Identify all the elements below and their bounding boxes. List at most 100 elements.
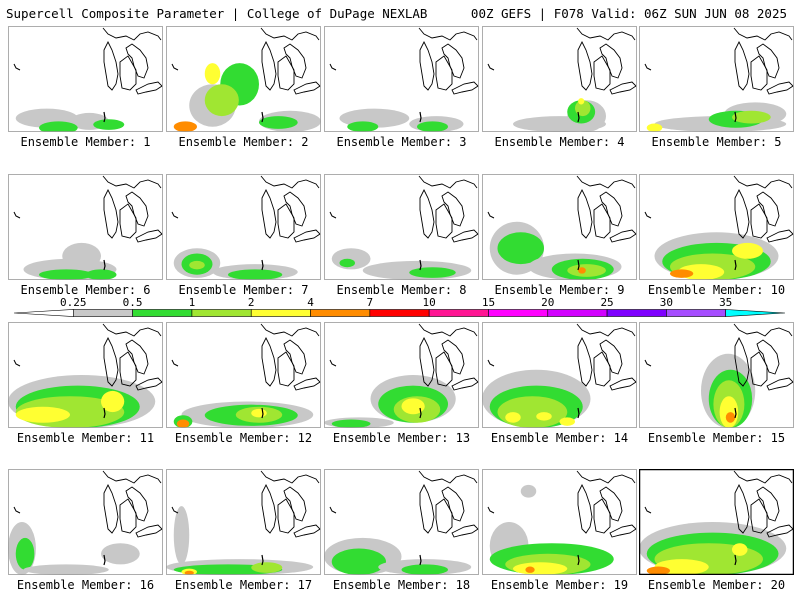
- great-lakes-outline: [260, 470, 320, 484]
- great-lakes-outline: [103, 483, 119, 534]
- scp-contour: [409, 267, 456, 278]
- great-lakes-outline: [599, 339, 623, 375]
- scp-contour: [176, 419, 190, 428]
- scp-contour: [401, 564, 448, 575]
- great-lakes-outline: [593, 55, 611, 91]
- great-lakes-outline: [577, 483, 593, 534]
- colorbar-tick-label: 15: [482, 296, 495, 309]
- scp-contour: [670, 269, 694, 278]
- member-caption: Ensemble Member: 17: [174, 578, 313, 592]
- great-lakes-outline: [119, 498, 137, 534]
- great-lakes-outline: [293, 81, 321, 95]
- scp-map: [166, 322, 321, 428]
- ensemble-member-panel: [482, 26, 637, 132]
- scp-contour: [62, 242, 101, 270]
- great-lakes-outline: [135, 229, 163, 243]
- great-lakes-outline: [261, 188, 277, 239]
- scp-contour: [732, 543, 748, 556]
- great-lakes-outline: [283, 339, 307, 375]
- scp-map: [324, 174, 479, 280]
- great-lakes-outline: [419, 188, 435, 239]
- great-lakes-outline: [277, 351, 295, 387]
- scp-contour: [251, 408, 267, 418]
- scp-contour: [189, 260, 205, 270]
- great-lakes-outline: [418, 27, 478, 41]
- colorbar: 0.25 0.5 1 2 4 7 10 15 20 25 30 35: [13, 296, 786, 317]
- ensemble-member-panel: [166, 174, 321, 280]
- scp-contour: [15, 537, 35, 570]
- colorbar-segment: [547, 309, 608, 317]
- scp-contour: [15, 406, 70, 423]
- great-lakes-outline: [261, 336, 277, 387]
- scp-contour: [173, 121, 197, 132]
- great-lakes-outline: [125, 486, 149, 522]
- scp-map: [639, 174, 794, 280]
- scp-contour: [184, 570, 194, 575]
- great-lakes-outline: [766, 229, 794, 243]
- great-lakes-outline: [419, 336, 435, 387]
- scp-contour: [559, 417, 575, 426]
- scp-contour: [331, 419, 371, 428]
- member-caption: Ensemble Member: 9: [494, 283, 625, 297]
- scp-contour: [578, 98, 585, 105]
- great-lakes-outline: [756, 339, 780, 375]
- ensemble-member-panel: [8, 26, 163, 132]
- great-lakes-outline: [577, 188, 593, 239]
- scp-contour: [497, 396, 568, 428]
- great-lakes-outline: [261, 483, 277, 534]
- great-lakes-outline: [119, 55, 137, 91]
- scp-contour: [204, 84, 239, 117]
- scp-contour: [401, 398, 425, 415]
- colorbar-segment: [132, 309, 193, 317]
- member-caption: Ensemble Member: 1: [20, 135, 151, 149]
- scp-contour: [85, 269, 117, 280]
- colorbar-tick-label: 2: [248, 296, 255, 309]
- great-lakes-outline: [766, 524, 794, 538]
- great-lakes-outline: [277, 55, 295, 91]
- colorbar-tick-label: 4: [307, 296, 314, 309]
- great-lakes-outline: [102, 323, 162, 337]
- great-lakes-outline: [135, 377, 163, 391]
- scp-contour: [339, 258, 355, 268]
- colorbar-tick-label: 7: [367, 296, 374, 309]
- great-lakes-outline: [599, 486, 623, 522]
- great-lakes-outline: [593, 203, 611, 239]
- great-lakes-outline: [577, 40, 593, 91]
- great-lakes-outline: [609, 81, 637, 95]
- scp-map: [8, 469, 163, 575]
- great-lakes-outline: [451, 81, 479, 95]
- scp-contour: [347, 121, 379, 132]
- scp-contour: [101, 543, 140, 565]
- member-caption: Ensemble Member: 11: [16, 431, 155, 445]
- great-lakes-outline: [576, 323, 636, 337]
- scp-contour: [520, 484, 537, 498]
- colorbar-tick-label: 0.5: [123, 296, 143, 309]
- great-lakes-outline: [103, 336, 119, 387]
- great-lakes-outline: [733, 470, 793, 484]
- ensemble-member-panel: [8, 322, 163, 428]
- colorbar-segment: [725, 309, 786, 317]
- great-lakes-outline: [435, 351, 453, 387]
- great-lakes-outline: [734, 40, 750, 91]
- great-lakes-outline: [419, 483, 435, 534]
- scp-map: [639, 322, 794, 428]
- great-lakes-outline: [576, 27, 636, 41]
- ensemble-member-panel: [482, 174, 637, 280]
- great-lakes-outline: [733, 323, 793, 337]
- great-lakes-outline: [135, 81, 163, 95]
- great-lakes-outline: [593, 351, 611, 387]
- scp-contour: [646, 123, 663, 132]
- great-lakes-outline: [102, 27, 162, 41]
- scp-contour: [101, 390, 125, 413]
- scp-map: [482, 174, 637, 280]
- great-lakes-outline: [419, 40, 435, 91]
- great-lakes-outline: [441, 339, 465, 375]
- great-lakes-outline: [733, 27, 793, 41]
- great-lakes-outline: [766, 377, 794, 391]
- scp-contour: [39, 269, 94, 280]
- scp-map: [8, 322, 163, 428]
- great-lakes-outline: [283, 43, 307, 79]
- member-caption: Ensemble Member: 5: [651, 135, 782, 149]
- ensemble-member-panel: [8, 174, 163, 280]
